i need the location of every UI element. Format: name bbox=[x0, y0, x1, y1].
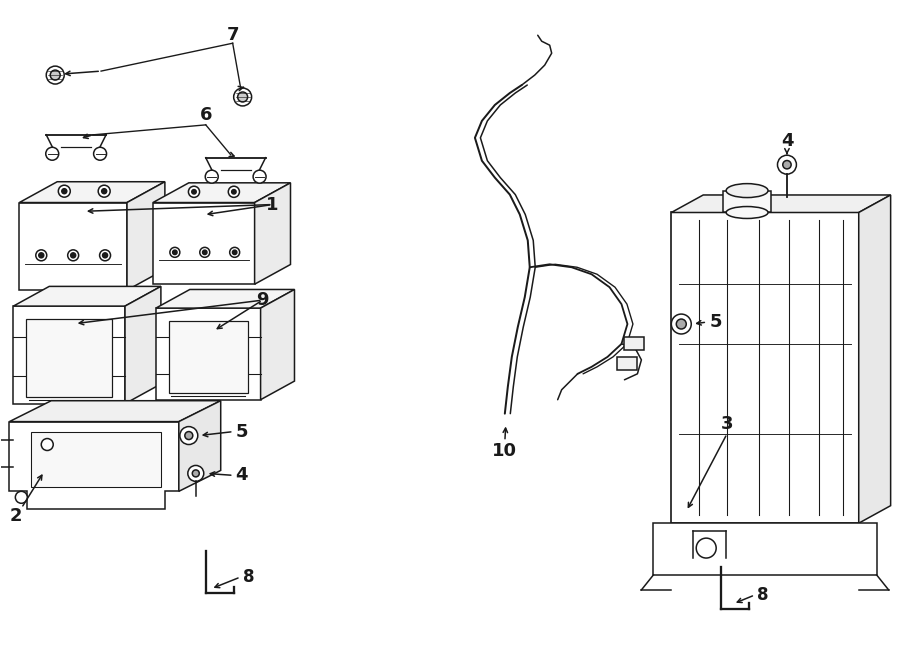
Circle shape bbox=[50, 70, 60, 80]
Polygon shape bbox=[156, 289, 294, 308]
Text: 5: 5 bbox=[236, 422, 248, 441]
Circle shape bbox=[170, 248, 180, 258]
Polygon shape bbox=[255, 183, 291, 284]
Circle shape bbox=[188, 186, 200, 197]
Text: 4: 4 bbox=[780, 132, 793, 150]
Circle shape bbox=[783, 160, 791, 169]
Circle shape bbox=[15, 491, 27, 503]
Circle shape bbox=[36, 250, 47, 261]
Polygon shape bbox=[169, 321, 248, 393]
Circle shape bbox=[94, 147, 106, 160]
Circle shape bbox=[205, 170, 218, 183]
Text: 2: 2 bbox=[10, 507, 22, 525]
Circle shape bbox=[230, 248, 239, 258]
Ellipse shape bbox=[726, 183, 768, 197]
Circle shape bbox=[102, 189, 107, 194]
Circle shape bbox=[68, 250, 78, 261]
Circle shape bbox=[231, 189, 236, 194]
Polygon shape bbox=[653, 523, 877, 575]
Polygon shape bbox=[671, 195, 891, 213]
Text: 9: 9 bbox=[256, 291, 269, 309]
Text: 1: 1 bbox=[266, 195, 279, 214]
Circle shape bbox=[676, 319, 687, 329]
Text: 4: 4 bbox=[236, 467, 248, 485]
Polygon shape bbox=[261, 289, 294, 400]
Polygon shape bbox=[859, 195, 891, 523]
Text: 10: 10 bbox=[492, 442, 517, 461]
Circle shape bbox=[192, 189, 196, 194]
Polygon shape bbox=[125, 287, 161, 404]
Polygon shape bbox=[14, 287, 161, 306]
Circle shape bbox=[229, 186, 239, 197]
Polygon shape bbox=[9, 401, 220, 422]
Circle shape bbox=[71, 253, 76, 258]
Circle shape bbox=[41, 438, 53, 451]
Polygon shape bbox=[9, 422, 179, 509]
Circle shape bbox=[202, 250, 207, 254]
Text: 6: 6 bbox=[200, 106, 212, 124]
Polygon shape bbox=[14, 306, 125, 404]
Ellipse shape bbox=[726, 207, 768, 218]
Circle shape bbox=[253, 170, 266, 183]
Polygon shape bbox=[724, 191, 771, 213]
Circle shape bbox=[180, 426, 198, 444]
Circle shape bbox=[193, 470, 199, 477]
Circle shape bbox=[238, 92, 248, 102]
Polygon shape bbox=[32, 432, 161, 487]
Circle shape bbox=[100, 250, 111, 261]
Circle shape bbox=[671, 314, 691, 334]
Polygon shape bbox=[19, 203, 127, 290]
Circle shape bbox=[234, 88, 252, 106]
Polygon shape bbox=[153, 183, 291, 203]
Circle shape bbox=[46, 147, 58, 160]
Polygon shape bbox=[671, 213, 859, 523]
Text: 7: 7 bbox=[227, 26, 239, 44]
Circle shape bbox=[62, 189, 67, 194]
Polygon shape bbox=[625, 337, 644, 350]
Circle shape bbox=[697, 538, 716, 558]
Circle shape bbox=[98, 185, 110, 197]
Circle shape bbox=[778, 156, 796, 174]
Circle shape bbox=[46, 66, 64, 84]
Circle shape bbox=[173, 250, 177, 254]
Text: 3: 3 bbox=[721, 414, 734, 432]
Text: 8: 8 bbox=[757, 586, 769, 604]
Circle shape bbox=[39, 253, 44, 258]
Polygon shape bbox=[153, 203, 255, 284]
Polygon shape bbox=[19, 182, 165, 203]
Polygon shape bbox=[179, 401, 220, 491]
Circle shape bbox=[103, 253, 108, 258]
Text: 5: 5 bbox=[709, 313, 722, 331]
Polygon shape bbox=[617, 357, 637, 370]
Circle shape bbox=[188, 465, 203, 481]
Polygon shape bbox=[156, 308, 261, 400]
Polygon shape bbox=[127, 182, 165, 290]
Circle shape bbox=[184, 432, 193, 440]
Circle shape bbox=[232, 250, 237, 254]
Circle shape bbox=[200, 248, 210, 258]
Text: 8: 8 bbox=[243, 568, 254, 586]
Circle shape bbox=[58, 185, 70, 197]
Polygon shape bbox=[26, 319, 112, 397]
